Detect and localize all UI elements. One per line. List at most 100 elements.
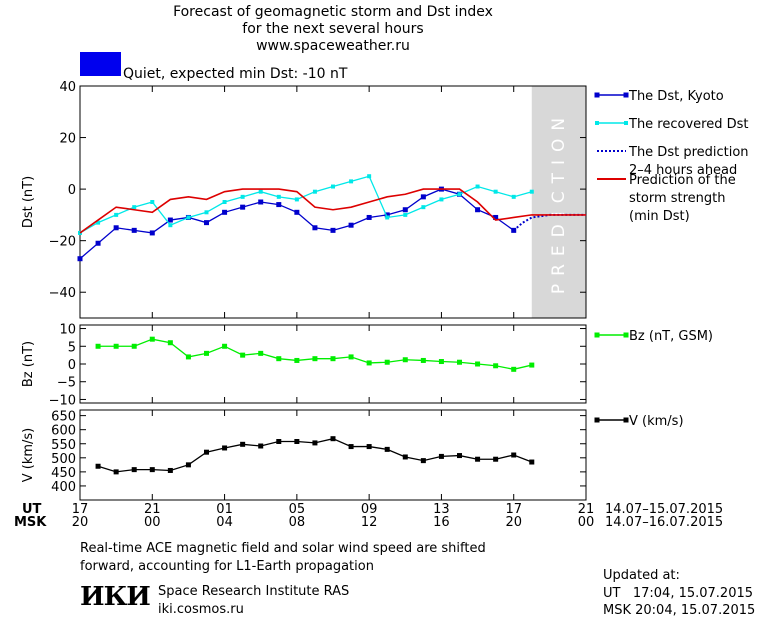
legend-marker	[623, 92, 629, 98]
data-point-v	[276, 439, 282, 444]
data-point-bz	[131, 343, 137, 349]
data-point-dst_kyoto	[131, 227, 137, 233]
series-line-storm_strength	[79, 188, 586, 234]
data-point-dst_kyoto	[222, 209, 228, 215]
data-point-dst_recovered	[457, 192, 462, 197]
msk-tick-label: 08	[289, 515, 306, 530]
data-point-v	[131, 467, 137, 473]
data-point-dst_kyoto	[330, 227, 336, 233]
data-point-v	[312, 440, 318, 446]
updated-ut: UT 17:04, 15.07.2015	[603, 586, 754, 601]
data-point-bz	[312, 356, 318, 362]
data-point-bz	[475, 361, 481, 367]
msk-tick-label: 00	[578, 515, 595, 530]
legend-label: V (km/s)	[629, 414, 684, 429]
data-point-v	[330, 436, 336, 442]
data-point-dst_recovered	[385, 215, 390, 220]
institute-site[interactable]: iki.cosmos.ru	[158, 602, 244, 617]
data-point-bz	[113, 343, 119, 349]
y-tick-label: 600	[51, 424, 76, 439]
data-point-bz	[420, 357, 426, 363]
dst-axis-label: Dst (nT)	[21, 176, 36, 228]
y-tick-label: −10	[49, 393, 76, 408]
data-point-v	[420, 458, 426, 464]
data-point-dst_kyoto	[493, 214, 499, 220]
data-point-dst_kyoto	[294, 209, 300, 215]
data-point-v	[475, 456, 481, 462]
data-point-v	[366, 444, 372, 450]
legend-label: 2–4 hours ahead	[629, 163, 737, 178]
data-point-bz	[276, 356, 282, 362]
msk-date-range: 14.07–16.07.2015	[605, 515, 723, 530]
series-line-bz	[98, 338, 532, 370]
legend-label: The recovered Dst	[628, 117, 748, 132]
data-point-v	[95, 463, 101, 469]
data-point-dst_kyoto	[77, 256, 83, 262]
v-panel-frame	[79, 409, 587, 501]
data-point-v	[511, 452, 517, 458]
data-point-dst_recovered	[312, 189, 317, 194]
y-tick-label: 650	[51, 410, 76, 425]
prediction-band	[531, 86, 586, 318]
data-point-dst_recovered	[96, 220, 101, 225]
legend-marker	[595, 121, 599, 125]
data-point-v	[457, 453, 462, 459]
note-line2: forward, accounting for L1-Earth propaga…	[80, 559, 374, 574]
data-point-dst_recovered	[114, 212, 119, 217]
ut-tick-label: 17	[505, 502, 522, 517]
data-point-v	[348, 444, 354, 450]
data-point-dst_recovered	[403, 212, 408, 217]
y-tick-label: 400	[51, 480, 76, 495]
data-point-dst_recovered	[132, 205, 137, 210]
bz-panel-frame	[79, 324, 587, 404]
data-point-dst_kyoto	[95, 240, 101, 246]
legend-marker	[594, 332, 600, 338]
note-line1: Real-time ACE magnetic field and solar w…	[80, 541, 486, 556]
y-tick-label: 0	[68, 358, 76, 373]
data-point-bz	[529, 362, 535, 368]
dst-panel-frame	[79, 85, 587, 319]
data-point-dst_recovered	[475, 184, 480, 189]
data-point-bz	[149, 336, 155, 342]
ut-tick-label: 17	[72, 502, 89, 517]
data-point-dst_recovered	[511, 194, 516, 199]
data-point-dst_recovered	[529, 189, 534, 194]
data-point-dst_recovered	[367, 174, 372, 179]
data-point-dst_kyoto	[384, 212, 390, 218]
data-point-v	[185, 462, 191, 468]
data-point-v	[113, 469, 119, 475]
data-point-v	[222, 445, 228, 451]
legend-marker	[594, 92, 600, 98]
data-point-bz	[240, 352, 246, 358]
chart-title-line2: for the next several hours	[242, 21, 424, 37]
data-point-bz	[511, 366, 517, 372]
data-point-v	[167, 467, 173, 473]
ut-date-range: 14.07–15.07.2015	[605, 502, 723, 517]
data-point-bz	[204, 350, 209, 356]
data-point-dst_kyoto	[475, 207, 481, 213]
data-point-v	[529, 459, 535, 465]
ut-label: UT	[22, 502, 42, 517]
iki-logo: ИКИ	[80, 582, 151, 612]
y-tick-label: 0	[68, 183, 76, 198]
data-point-bz	[366, 360, 372, 366]
data-point-v	[204, 449, 209, 455]
data-point-dst_kyoto	[240, 204, 246, 210]
data-point-v	[258, 443, 264, 449]
status-text: Quiet, expected min Dst: -10 nT	[123, 66, 348, 82]
data-point-dst_recovered	[349, 179, 354, 184]
ut-tick-label: 13	[433, 502, 450, 517]
data-point-bz	[493, 363, 499, 369]
data-point-dst_recovered	[439, 197, 444, 202]
y-tick-label: 500	[51, 452, 76, 467]
data-point-dst_kyoto	[420, 194, 426, 200]
msk-tick-label: 20	[505, 515, 522, 530]
series-line-dst_recovered	[79, 175, 532, 234]
bz-panel: 10 5 0 −5 −10 Bz (nT, GSM)	[49, 323, 713, 409]
ut-tick-label: 09	[361, 502, 378, 517]
v-axis-label: V (km/s)	[21, 428, 36, 483]
chart-title-url[interactable]: www.spaceweather.ru	[256, 38, 410, 54]
data-point-v	[384, 446, 390, 452]
data-point-dst_kyoto	[149, 230, 155, 236]
